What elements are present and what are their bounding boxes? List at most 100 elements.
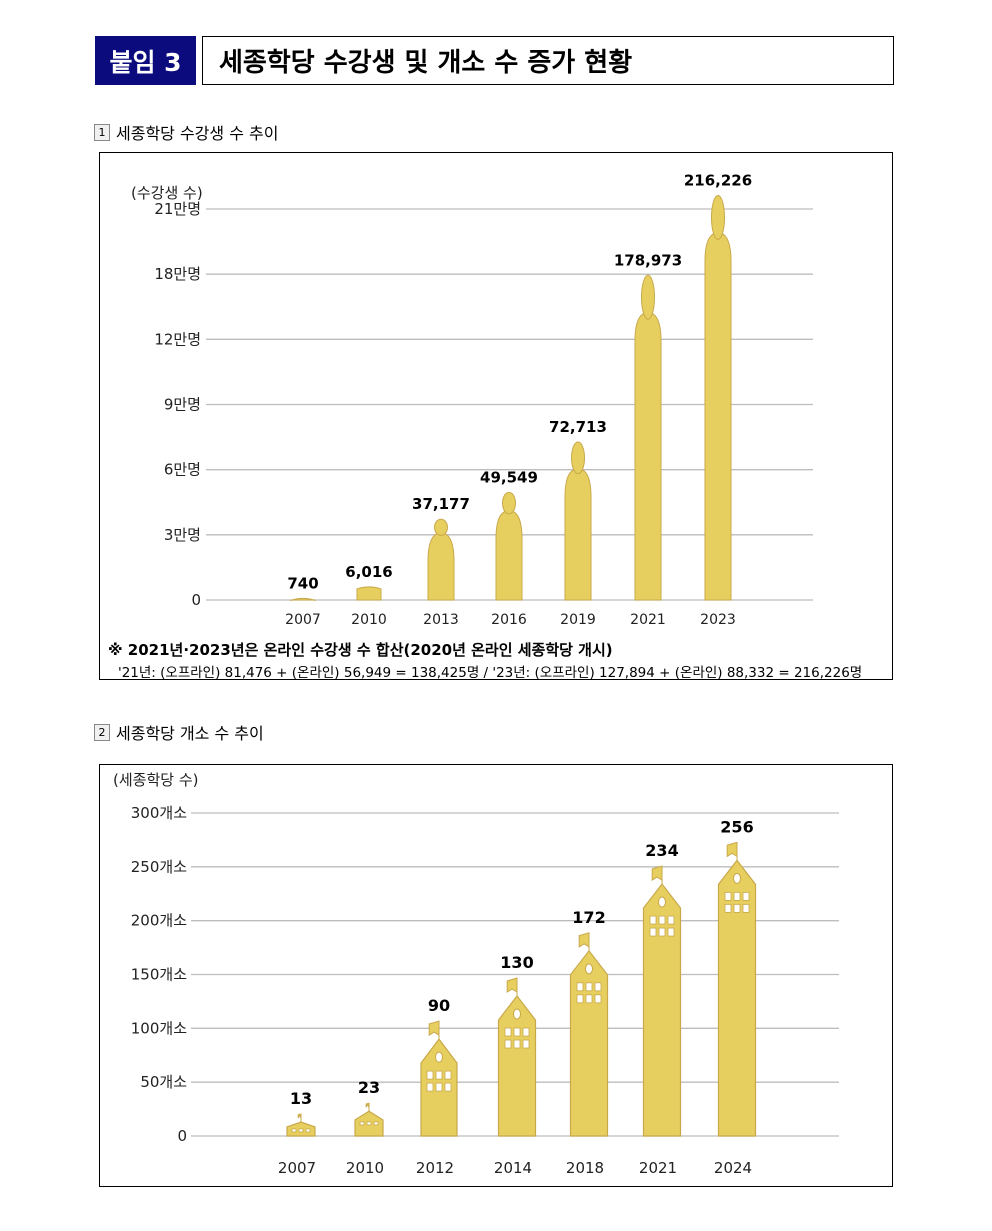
x-tick-label: 2012 (416, 1159, 454, 1177)
window (667, 927, 675, 937)
data-label: 256 (720, 817, 753, 836)
round-window (658, 896, 666, 908)
y-tick-label: 100개소 (131, 1019, 187, 1037)
bar-2016 (495, 491, 523, 601)
bar-2010 (354, 1102, 384, 1137)
window (522, 1027, 530, 1037)
bar-building (642, 883, 682, 1137)
y-tick-label: 200개소 (131, 912, 187, 930)
x-tick-label: 2016 (491, 612, 527, 628)
window (649, 927, 657, 937)
data-label: 234 (645, 841, 678, 860)
window (658, 915, 666, 925)
y-tick-label: 18만명 (154, 265, 201, 283)
round-window (513, 1008, 521, 1020)
window (742, 891, 750, 901)
bar-2010 (356, 586, 382, 601)
x-tick-label: 2024 (714, 1159, 752, 1177)
bar-head (641, 274, 655, 320)
bar-body (634, 312, 662, 601)
x-tick-label: 2014 (494, 1159, 532, 1177)
data-label: 216,226 (684, 171, 752, 189)
bar-2018 (569, 932, 609, 1137)
bar-2007 (286, 1113, 316, 1137)
window (513, 1027, 521, 1037)
x-tick-label: 2010 (351, 612, 387, 628)
data-label: 13 (290, 1089, 312, 1108)
appendix-badge: 붙임 3 (95, 36, 196, 85)
x-tick-label: 2023 (700, 612, 736, 628)
bar-2024 (717, 841, 757, 1137)
window (585, 994, 593, 1004)
x-tick-label: 2007 (278, 1159, 316, 1177)
bar-head (571, 441, 585, 475)
flag (365, 1102, 370, 1108)
window (742, 903, 750, 913)
data-label: 6,016 (345, 563, 392, 581)
window (733, 903, 741, 913)
bar-2013 (427, 518, 455, 601)
x-tick-label: 2007 (285, 612, 321, 628)
bar-head (434, 518, 448, 536)
bar-body (495, 510, 523, 601)
bar-building (569, 949, 609, 1137)
learners-chart-svg: 0 3만명 6만명 9만명 12만명 18만명 21만명(수강생 수) 740 2007 6,01… (131, 171, 813, 628)
window (724, 903, 732, 913)
data-label: 72,713 (549, 418, 607, 436)
y-tick-label: 9만명 (164, 396, 201, 414)
window (373, 1121, 379, 1126)
data-label: 130 (500, 953, 533, 972)
bar-2023 (704, 194, 732, 601)
window (366, 1121, 372, 1126)
section-2-heading: 2 세종학당 개소 수 추이 (94, 720, 264, 744)
footnote-detail: '21년: (오프라인) 81,476 + (온라인) 56,949 = 138… (118, 665, 863, 681)
window (426, 1070, 434, 1080)
y-tick-label: 0 (177, 1127, 187, 1145)
bar-body (290, 597, 316, 602)
learners-chart: 0 3만명 6만명 9만명 12만명 18만명 21만명 (수강생 수) 740 2007 6,01… (99, 152, 893, 681)
window (649, 915, 657, 925)
window (733, 891, 741, 901)
bar-2012 (420, 1020, 458, 1137)
y-tick-label: 150개소 (131, 966, 187, 984)
x-tick-label: 2019 (560, 612, 596, 628)
bar-head (502, 491, 516, 515)
window (585, 982, 593, 992)
window (298, 1128, 304, 1133)
y-tick-label: 21만명 (154, 200, 201, 218)
flag (428, 1020, 440, 1036)
window (426, 1082, 434, 1092)
section-title: 세종학당 수강생 수 추이 (116, 124, 279, 143)
data-label: 49,549 (480, 468, 538, 486)
window (522, 1039, 530, 1049)
y-tick-label: 50개소 (140, 1073, 187, 1091)
y-tick-label: 300개소 (131, 804, 187, 822)
bar-head (711, 194, 725, 240)
window (594, 994, 602, 1004)
window (513, 1039, 521, 1049)
bar-body (704, 232, 732, 601)
y-tick-label: 12만명 (154, 330, 201, 348)
unit-label: (세종학당 수) (113, 771, 198, 789)
flag (297, 1113, 302, 1119)
data-label: 178,973 (614, 251, 682, 269)
section-number: 1 (94, 123, 110, 141)
data-label: 90 (428, 996, 450, 1015)
data-label: 23 (358, 1078, 380, 1097)
bar-building (717, 859, 757, 1137)
bar-body (427, 532, 455, 601)
window (658, 927, 666, 937)
x-tick-label: 2013 (423, 612, 459, 628)
flag (578, 932, 590, 948)
footnote-main: ※ 2021년·2023년은 온라인 수강생 수 합산(2020년 온라인 세종… (108, 641, 613, 659)
window (504, 1027, 512, 1037)
window (667, 915, 675, 925)
section-title: 세종학당 개소 수 추이 (116, 724, 264, 743)
round-window (733, 872, 741, 884)
window (435, 1082, 443, 1092)
data-label: 37,177 (412, 495, 470, 513)
round-window (585, 963, 593, 975)
window (359, 1121, 365, 1126)
window (724, 891, 732, 901)
bar-2021 (634, 274, 662, 601)
